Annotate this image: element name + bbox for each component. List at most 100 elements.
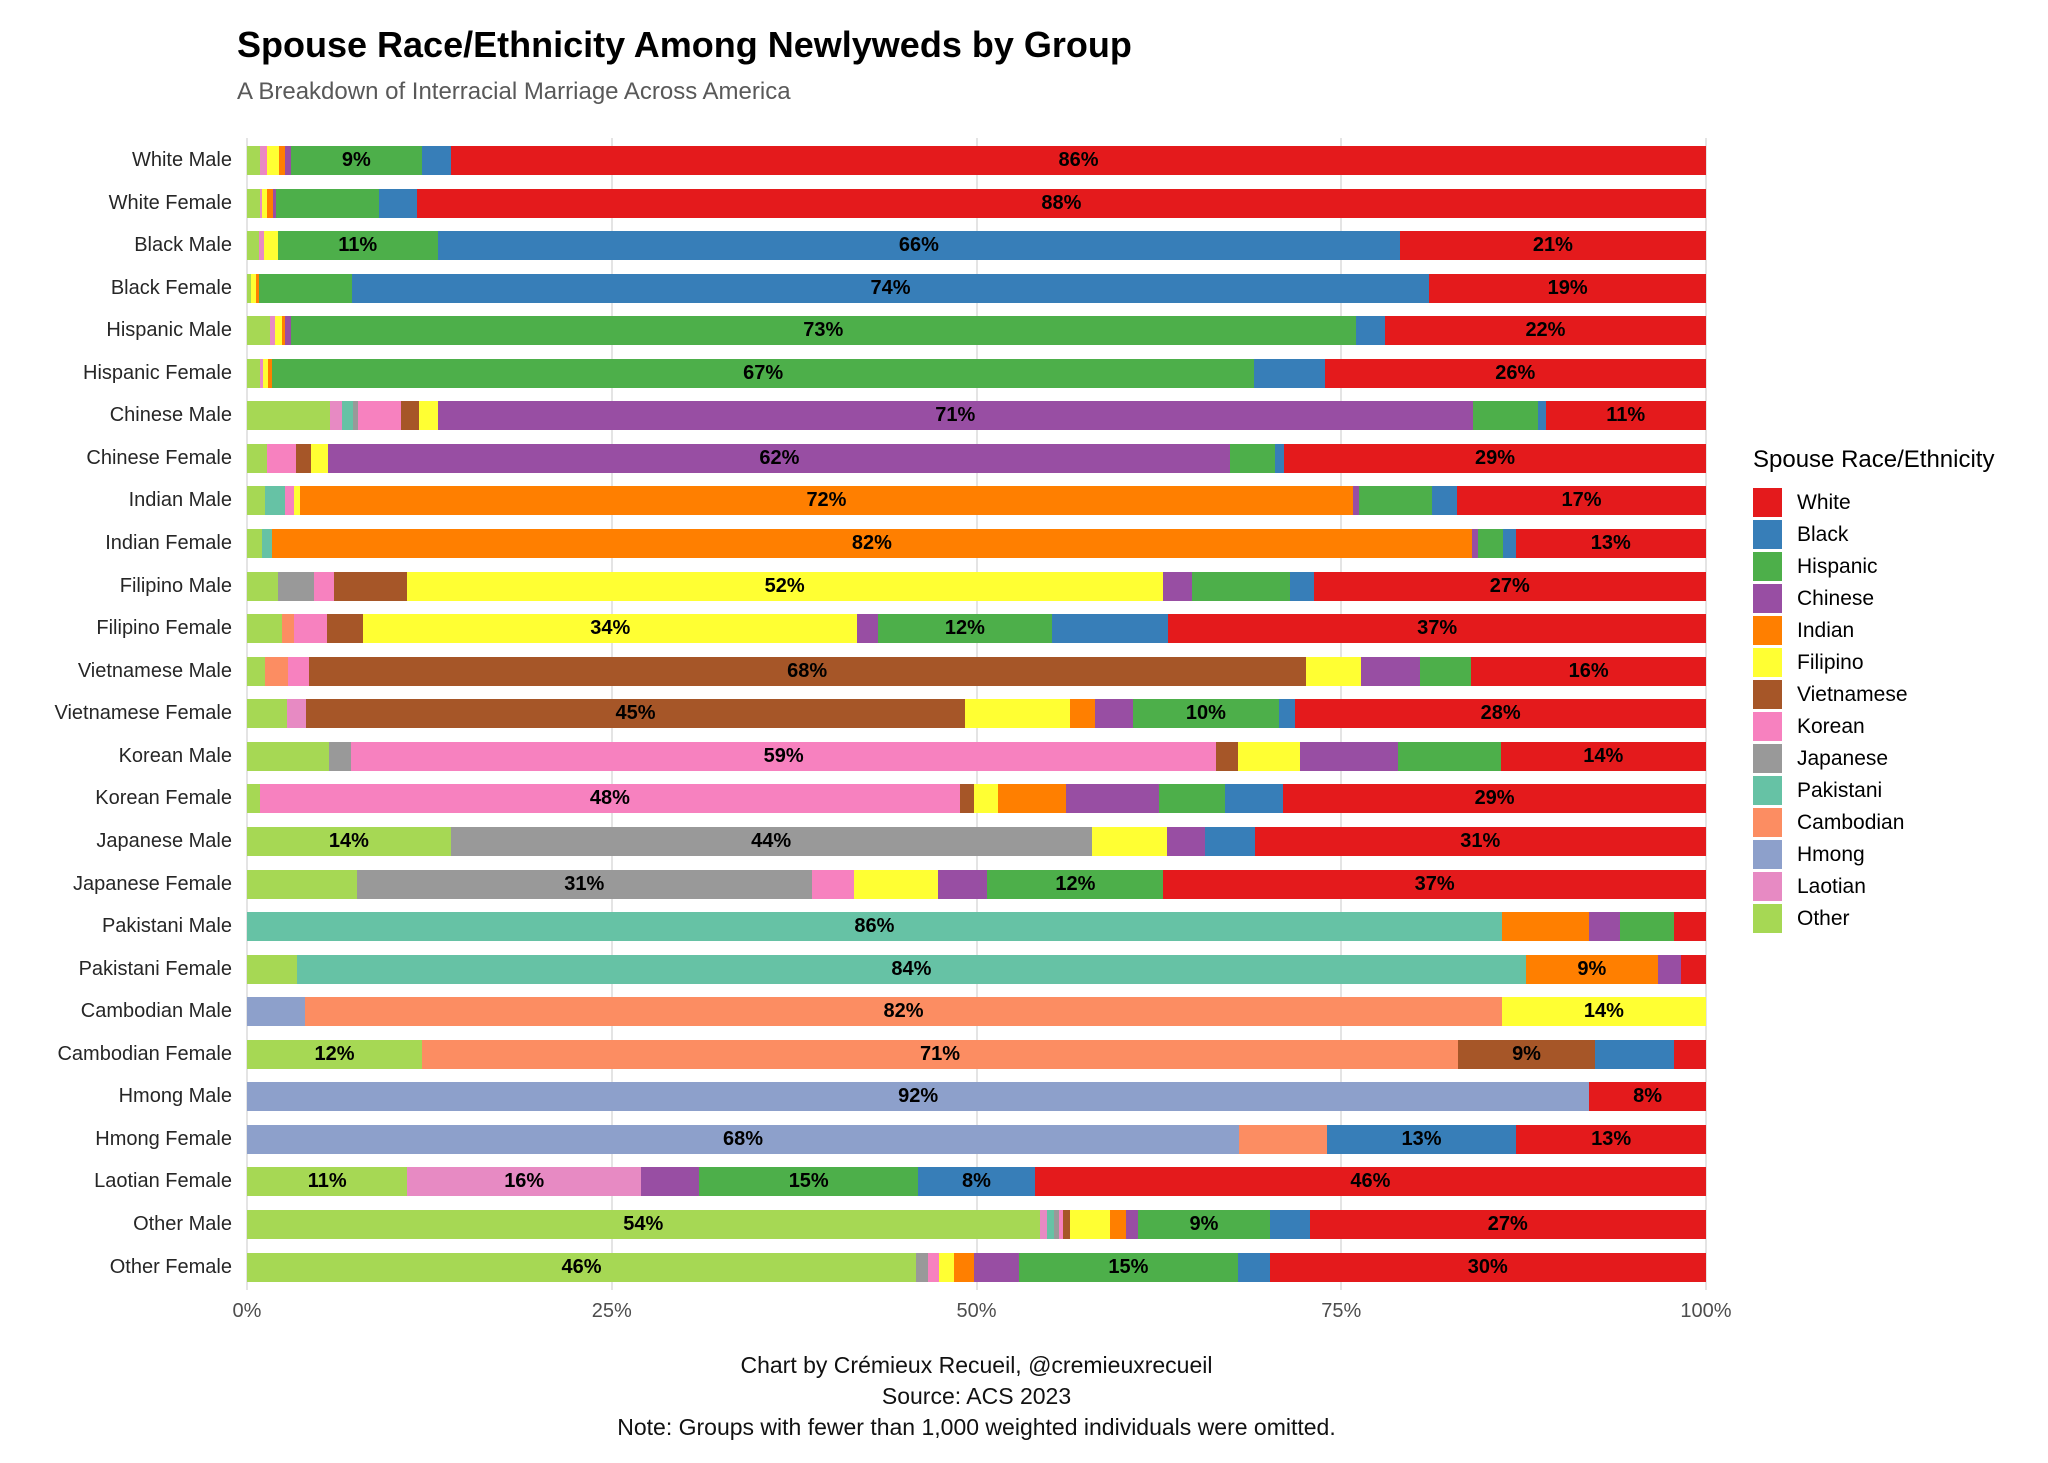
bar-row: 54% 9% 27%	[247, 1210, 1706, 1239]
legend-swatch	[1753, 648, 1782, 677]
bar-segment-white: 13%	[1515, 529, 1706, 558]
bar-segment-label: 31%	[564, 873, 605, 895]
legend-label: Chinese	[1797, 586, 1875, 610]
bar-segment-label: 12%	[1055, 873, 1096, 895]
bar-row: 11% 16% 15% 8% 46%	[247, 1167, 1706, 1196]
bar-segment-white: 27%	[1313, 572, 1706, 601]
bar-segment-label: 9%	[341, 149, 371, 171]
legend-swatch	[1753, 904, 1782, 933]
bar-segment-korean: 48%	[260, 784, 960, 813]
bar-segment-label: 27%	[1489, 575, 1530, 597]
legend-item-filipino: Filipino	[1753, 648, 1994, 677]
bar-row: 68% 13% 13%	[247, 1125, 1706, 1154]
bar-segment-hispanic: 67%	[271, 359, 1255, 388]
bar-segment-korean	[357, 401, 402, 430]
x-axis-tick-label: 0%	[232, 1300, 262, 1322]
bar-segment-other	[247, 359, 261, 388]
bar-segment-black	[1269, 1210, 1310, 1239]
bar-segment-label: 8%	[962, 1170, 991, 1192]
legend-label: Japanese	[1797, 746, 1889, 770]
bar-segment-label: 9%	[1512, 1043, 1541, 1065]
bar-segment-label: 11%	[338, 234, 378, 256]
bar-segment-black	[378, 189, 417, 218]
legend-swatch	[1753, 872, 1782, 901]
bar-segment-indian: 82%	[271, 529, 1472, 558]
bar-row: 59% 14%	[247, 742, 1706, 771]
bar-segment-filipino: 14%	[1501, 997, 1706, 1026]
bar-segment-pakistani	[1046, 1210, 1055, 1239]
bar-segment-vietnamese	[401, 401, 419, 430]
legend-label: Vietnamese	[1797, 682, 1908, 706]
bar-segment-label: 8%	[1633, 1085, 1663, 1107]
bar-row: 11% 66% 21%	[247, 231, 1706, 260]
bar-segment-white: 14%	[1500, 742, 1706, 771]
legend-item-cambodian: Cambodian	[1753, 808, 1994, 837]
bar-segment-black	[1052, 614, 1169, 643]
y-axis-label: Cambodian Male	[80, 1000, 232, 1022]
bar-segment-chinese: 62%	[328, 444, 1231, 473]
bar-row: 12% 71% 9%	[247, 1040, 1706, 1069]
bar-segment-label: 16%	[504, 1170, 545, 1192]
bar-segment-label: 13%	[1590, 532, 1631, 554]
bar-segment-filipino	[263, 359, 268, 388]
bar-segment-cambodian	[1239, 1125, 1327, 1154]
bar-segment-label: 10%	[1185, 702, 1226, 724]
bar-segment-label: 11%	[1606, 404, 1646, 426]
chart-subtitle: A Breakdown of Interracial Marriage Acro…	[237, 78, 791, 105]
bar-segment-filipino	[974, 784, 998, 813]
bar-segment-white: 28%	[1295, 699, 1706, 728]
legend-item-other: Other	[1753, 904, 1994, 933]
bar-segment-indian	[1501, 912, 1590, 941]
bar-segment-hispanic	[1359, 486, 1433, 515]
y-axis-label: Pakistani Female	[78, 958, 232, 980]
bar-segment-pakistani	[264, 486, 286, 515]
legend-item-japanese: Japanese	[1753, 744, 1994, 773]
bar-row: 73% 22%	[247, 316, 1706, 345]
bar-segment-hispanic	[1472, 401, 1539, 430]
bar-segment-label: 21%	[1532, 234, 1573, 256]
bar-segment-black: 66%	[437, 231, 1400, 260]
bar-segment-japanese: 44%	[450, 827, 1092, 856]
bar-segment-hispanic: 9%	[1137, 1210, 1270, 1239]
bar-row: 74% 19%	[247, 274, 1706, 303]
bar-segment-black	[1237, 1253, 1270, 1282]
bar-segment-white: 37%	[1168, 614, 1706, 643]
legend-items: White Black Hispanic Chinese Indian Filipino V…	[1753, 488, 1994, 933]
bar-segment-korean	[285, 486, 294, 515]
legend-label: Black	[1797, 522, 1849, 546]
footer-note: Note: Groups with fewer than 1,000 weigh…	[617, 1414, 1336, 1440]
bar-segment-other	[247, 189, 261, 218]
bar-segment-other	[247, 444, 268, 473]
bar-segment-chinese	[1094, 699, 1133, 728]
bar-segment-hispanic: 12%	[877, 614, 1053, 643]
bar-segment-chinese	[1167, 827, 1206, 856]
legend-title: Spouse Race/Ethnicity	[1753, 446, 1995, 473]
gridline	[1705, 138, 1707, 1290]
bar-segment-laotian	[1039, 1210, 1047, 1239]
bar-segment-label: 62%	[759, 447, 800, 469]
bar-segment-laotian	[270, 316, 275, 345]
bar-segment-white: 13%	[1516, 1125, 1706, 1154]
bar-segment-cambodian	[264, 657, 289, 686]
bar-segment-label: 46%	[561, 1256, 602, 1278]
bar-segment-indian	[1069, 699, 1095, 728]
bar-segment-other	[247, 316, 271, 345]
bar-segment-label: 74%	[870, 277, 911, 299]
legend-item-pakistani: Pakistani	[1753, 776, 1994, 805]
legend-item-laotian: Laotian	[1753, 872, 1994, 901]
bar-segment-korean	[927, 1253, 940, 1282]
legend-label: Pakistani	[1797, 778, 1883, 802]
bar-segment-black	[1279, 699, 1296, 728]
bar-segment-hispanic	[1191, 572, 1291, 601]
bar-row: 34% 12% 37%	[247, 614, 1706, 643]
bar-segment-chinese	[284, 316, 291, 345]
bar-segment-black	[1275, 444, 1285, 473]
bar-segment-black	[422, 146, 452, 175]
bar-segment-filipino	[418, 401, 438, 430]
bar-segment-label: 52%	[764, 575, 805, 597]
bar-segment-label: 29%	[1474, 787, 1515, 809]
bar-segment-white: 29%	[1283, 784, 1706, 813]
legend-label: Hmong	[1797, 842, 1865, 866]
bar-segment-indian	[953, 1253, 975, 1282]
y-axis-label: Indian Male	[128, 489, 232, 511]
